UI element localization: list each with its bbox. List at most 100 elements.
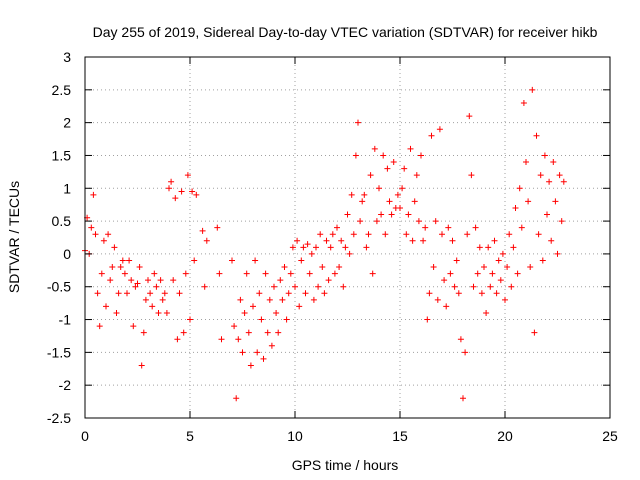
y-tick-label: -1.5 xyxy=(47,344,71,360)
data-point xyxy=(155,309,162,316)
data-point xyxy=(315,283,322,290)
data-point xyxy=(103,303,109,310)
data-point xyxy=(508,283,515,290)
data-point xyxy=(268,342,275,349)
data-point xyxy=(285,290,292,297)
data-point xyxy=(294,237,301,244)
data-point xyxy=(436,126,443,133)
data-point xyxy=(491,237,498,244)
data-point xyxy=(147,290,154,297)
data-point xyxy=(369,270,376,277)
data-point xyxy=(531,329,538,336)
data-point xyxy=(302,290,309,297)
data-point xyxy=(371,145,378,152)
data-point xyxy=(434,296,441,303)
data-point xyxy=(470,283,477,290)
data-point xyxy=(239,349,246,356)
data-point xyxy=(478,290,485,297)
data-point xyxy=(105,231,112,238)
data-point xyxy=(260,355,267,362)
data-point xyxy=(441,277,448,284)
data-point xyxy=(88,224,95,231)
data-point xyxy=(346,250,353,257)
data-point xyxy=(235,336,242,343)
data-point xyxy=(172,195,179,202)
y-axis-label: SDTVAR / TECUs xyxy=(6,181,22,293)
data-point xyxy=(485,244,492,251)
y-tick-label: -2.5 xyxy=(47,410,71,426)
data-point xyxy=(176,290,183,297)
data-point xyxy=(258,316,265,323)
y-tick-label: 2 xyxy=(63,115,71,131)
data-point xyxy=(376,185,382,192)
data-point xyxy=(338,237,345,244)
data-point xyxy=(529,86,536,93)
data-point xyxy=(296,303,303,310)
data-point xyxy=(344,211,351,218)
data-point xyxy=(214,224,221,231)
data-point xyxy=(514,270,521,277)
x-tick-label: 0 xyxy=(81,428,89,444)
data-point xyxy=(399,185,406,192)
data-point xyxy=(229,257,235,264)
data-point xyxy=(321,290,328,297)
data-point xyxy=(502,296,508,303)
data-point xyxy=(266,296,273,303)
data-point xyxy=(544,211,550,218)
data-point xyxy=(443,303,450,310)
data-point xyxy=(546,178,553,185)
data-point xyxy=(499,250,506,257)
data-point xyxy=(445,224,452,231)
data-point xyxy=(355,119,361,126)
data-point xyxy=(367,172,374,179)
data-point xyxy=(409,237,416,244)
data-point xyxy=(504,264,511,271)
data-point xyxy=(420,237,427,244)
data-point xyxy=(418,152,424,159)
x-tick-label: 10 xyxy=(287,428,303,444)
data-point xyxy=(493,290,500,297)
data-point xyxy=(552,198,559,205)
data-point xyxy=(304,241,311,248)
data-point xyxy=(455,290,462,297)
data-point xyxy=(516,185,523,192)
data-point xyxy=(533,132,540,139)
data-point xyxy=(447,270,454,277)
data-point xyxy=(365,231,372,238)
data-point xyxy=(140,329,147,336)
data-point xyxy=(271,283,277,290)
data-point xyxy=(554,250,561,257)
data-point xyxy=(401,165,408,172)
data-point xyxy=(424,316,431,323)
data-point xyxy=(476,244,483,251)
data-point xyxy=(247,362,254,369)
data-point xyxy=(126,257,133,264)
data-point xyxy=(413,172,420,179)
y-tick-label: 3 xyxy=(63,49,71,65)
data-point xyxy=(472,224,479,231)
data-point xyxy=(130,323,137,330)
data-point xyxy=(90,191,97,198)
data-point xyxy=(279,296,286,303)
data-point xyxy=(428,132,435,139)
data-point xyxy=(184,172,191,179)
data-point xyxy=(111,244,118,251)
data-point xyxy=(407,145,414,152)
data-point xyxy=(363,244,370,251)
data-point xyxy=(250,303,256,310)
y-tick-label: 2.5 xyxy=(52,82,72,98)
data-point xyxy=(170,277,177,284)
data-point xyxy=(193,191,200,198)
data-point xyxy=(388,211,395,218)
data-point xyxy=(115,290,122,297)
data-point xyxy=(386,198,393,205)
data-point xyxy=(466,113,473,120)
data-point xyxy=(254,349,261,356)
data-point xyxy=(166,185,172,192)
data-point xyxy=(331,270,338,277)
data-point xyxy=(145,277,151,284)
data-point xyxy=(348,191,355,198)
data-point xyxy=(243,270,250,277)
data-point xyxy=(449,237,456,244)
data-point xyxy=(468,172,475,179)
